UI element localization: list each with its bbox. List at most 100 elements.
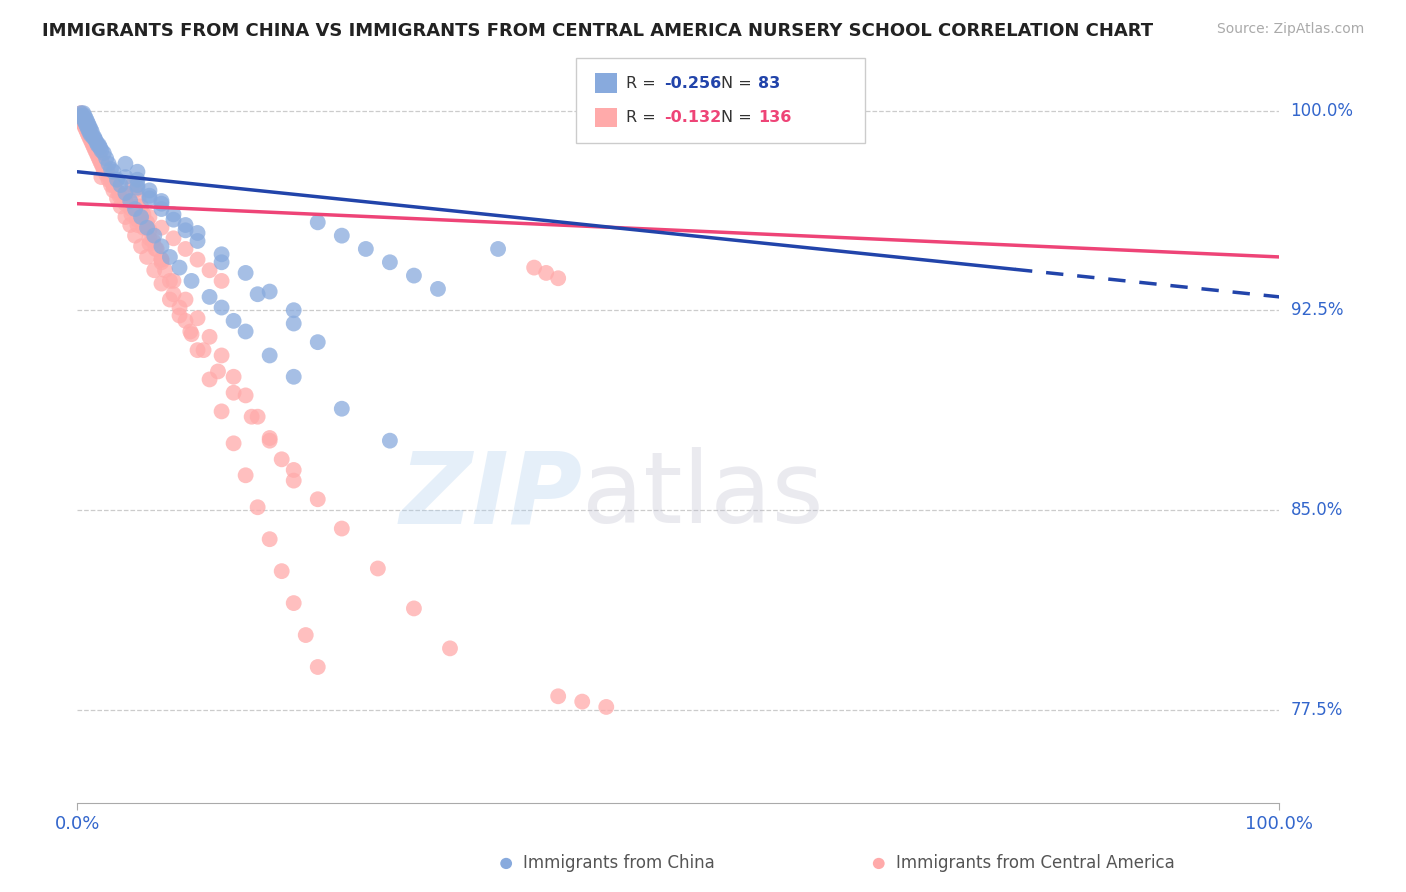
- Point: [77, 117, 100, 131]
- Point: [70, 112, 93, 126]
- Point: [72, 106, 94, 120]
- Point: [100, 172, 122, 186]
- Point: [211, 349, 233, 363]
- Point: [138, 183, 160, 197]
- Point: [307, 335, 329, 350]
- Point: [486, 242, 509, 256]
- Text: R =: R =: [626, 76, 661, 91]
- Point: [75, 112, 97, 126]
- Point: [222, 369, 245, 384]
- Point: [138, 231, 160, 245]
- Point: [93, 146, 115, 161]
- Point: [87, 138, 110, 153]
- Point: [84, 133, 107, 147]
- Point: [595, 700, 617, 714]
- Text: 100.0%: 100.0%: [1291, 102, 1354, 120]
- Point: [179, 325, 201, 339]
- Point: [174, 218, 197, 232]
- Point: [186, 343, 209, 358]
- Point: [174, 223, 197, 237]
- Point: [114, 157, 136, 171]
- Point: [70, 106, 93, 120]
- Text: N =: N =: [721, 76, 758, 91]
- Point: [103, 165, 125, 179]
- Point: [127, 165, 149, 179]
- Point: [162, 274, 184, 288]
- Point: [186, 252, 209, 267]
- Text: -0.132: -0.132: [664, 110, 721, 125]
- Point: [246, 500, 269, 515]
- Point: [235, 266, 257, 280]
- Point: [90, 157, 112, 171]
- Point: [70, 109, 93, 123]
- Point: [120, 202, 142, 216]
- Point: [128, 191, 150, 205]
- Point: [72, 117, 94, 131]
- Point: [162, 212, 184, 227]
- Point: [136, 250, 159, 264]
- Point: [80, 125, 103, 139]
- Point: [73, 114, 96, 128]
- Text: 136: 136: [758, 110, 792, 125]
- Point: [143, 263, 166, 277]
- Point: [96, 152, 118, 166]
- Point: [439, 641, 461, 656]
- Point: [150, 196, 173, 211]
- Point: [114, 170, 136, 185]
- Point: [114, 210, 136, 224]
- Point: [547, 690, 569, 704]
- Point: [93, 160, 115, 174]
- Point: [76, 120, 98, 134]
- Point: [114, 196, 136, 211]
- Text: 83: 83: [758, 76, 780, 91]
- Point: [75, 122, 97, 136]
- Point: [138, 188, 160, 202]
- Point: [90, 170, 112, 185]
- Text: ZIP: ZIP: [399, 448, 582, 544]
- Point: [143, 228, 166, 243]
- Point: [127, 178, 149, 192]
- Point: [198, 330, 221, 344]
- Text: Source: ZipAtlas.com: Source: ZipAtlas.com: [1216, 22, 1364, 37]
- Point: [235, 468, 257, 483]
- Point: [93, 162, 115, 177]
- Point: [283, 474, 305, 488]
- Point: [138, 236, 160, 251]
- Point: [77, 122, 100, 136]
- Point: [186, 234, 209, 248]
- Point: [259, 532, 281, 546]
- Point: [96, 168, 118, 182]
- Point: [235, 325, 257, 339]
- Point: [132, 207, 155, 221]
- Point: [90, 144, 112, 158]
- Point: [211, 255, 233, 269]
- Point: [180, 327, 202, 342]
- Point: [82, 138, 104, 153]
- Point: [207, 364, 229, 378]
- Point: [89, 152, 111, 166]
- Point: [79, 133, 101, 147]
- Point: [150, 239, 173, 253]
- Point: [145, 242, 167, 256]
- Point: [534, 266, 557, 280]
- Point: [79, 120, 101, 134]
- Point: [159, 293, 181, 307]
- Point: [82, 130, 104, 145]
- Point: [129, 199, 152, 213]
- Point: [294, 628, 316, 642]
- Point: [367, 561, 389, 575]
- Point: [87, 149, 110, 163]
- Point: [76, 125, 98, 139]
- Point: [110, 199, 132, 213]
- Point: [97, 172, 120, 186]
- Point: [76, 114, 98, 128]
- Point: [100, 178, 122, 192]
- Point: [73, 114, 96, 128]
- Point: [222, 436, 245, 450]
- Point: [104, 178, 127, 192]
- Point: [79, 125, 101, 139]
- Point: [150, 252, 173, 267]
- Point: [198, 290, 221, 304]
- Point: [103, 183, 125, 197]
- Text: 92.5%: 92.5%: [1291, 301, 1343, 319]
